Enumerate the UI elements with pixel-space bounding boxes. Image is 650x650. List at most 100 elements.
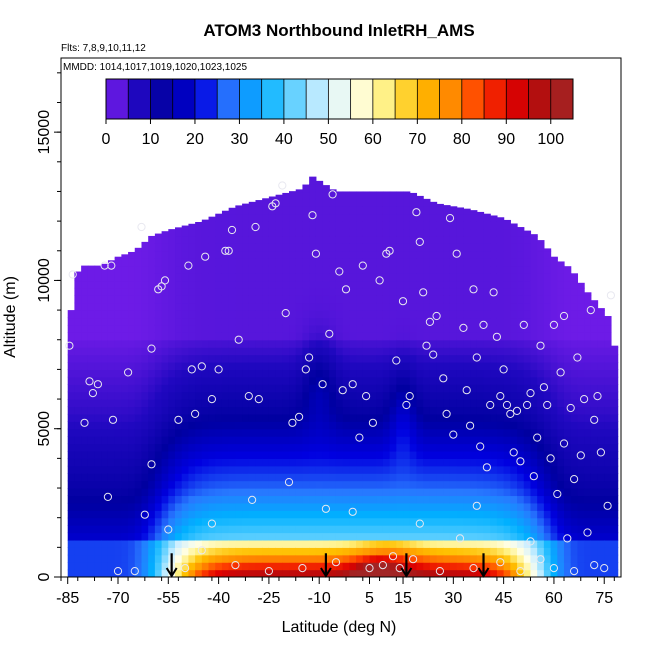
heatmap-cell bbox=[175, 488, 183, 497]
heatmap-cell bbox=[335, 258, 344, 267]
heatmap-cell bbox=[396, 273, 404, 282]
heatmap-cell bbox=[201, 525, 210, 534]
heatmap-cell bbox=[590, 517, 599, 526]
heatmap-cell bbox=[195, 361, 203, 370]
heatmap-cell bbox=[423, 547, 431, 556]
heatmap-cell bbox=[329, 554, 337, 563]
heatmap-cell bbox=[188, 517, 196, 526]
heatmap-cell bbox=[356, 339, 364, 348]
heatmap-cell bbox=[87, 554, 96, 563]
heatmap-cell bbox=[563, 465, 572, 474]
heatmap-cell bbox=[543, 436, 552, 445]
heatmap-cell bbox=[517, 317, 525, 326]
heatmap-cell bbox=[215, 310, 223, 319]
heatmap-cell bbox=[590, 428, 599, 437]
heatmap-cell bbox=[295, 228, 304, 237]
heatmap-cell bbox=[604, 458, 612, 467]
heatmap-cell bbox=[517, 295, 525, 304]
heatmap-cell bbox=[87, 339, 96, 348]
heatmap-cell bbox=[148, 369, 156, 378]
heatmap-cell bbox=[496, 413, 505, 422]
sample-point bbox=[459, 323, 468, 332]
heatmap-cell bbox=[577, 391, 585, 400]
heatmap-cell bbox=[154, 310, 163, 319]
heatmap-cell bbox=[268, 354, 277, 363]
heatmap-cell bbox=[376, 428, 384, 437]
heatmap-cell bbox=[543, 421, 552, 430]
heatmap-cell bbox=[195, 569, 203, 577]
heatmap-cell bbox=[262, 413, 270, 422]
heatmap-cell bbox=[349, 413, 357, 422]
heatmap-cell bbox=[221, 569, 230, 577]
heatmap-cell bbox=[577, 517, 585, 526]
sample-point bbox=[472, 501, 481, 510]
heatmap-cell bbox=[584, 465, 592, 474]
heatmap-cell bbox=[335, 554, 344, 563]
heatmap-cell bbox=[221, 562, 230, 571]
heatmap-cell bbox=[94, 413, 102, 422]
heatmap-cell bbox=[228, 413, 236, 422]
heatmap-cell bbox=[483, 243, 491, 252]
heatmap-cell bbox=[470, 310, 478, 319]
heatmap-cell bbox=[208, 517, 216, 526]
heatmap-cell bbox=[563, 450, 572, 459]
heatmap-cell bbox=[201, 258, 210, 267]
heatmap-cell bbox=[114, 502, 122, 511]
heatmap-cell bbox=[530, 480, 538, 489]
heatmap-cell bbox=[503, 443, 511, 452]
heatmap-cell bbox=[74, 480, 82, 489]
heatmap-cell bbox=[530, 265, 538, 274]
heatmap-cell bbox=[181, 347, 190, 356]
heatmap-cell bbox=[268, 287, 277, 296]
heatmap-cell bbox=[315, 295, 324, 304]
heatmap-cell bbox=[496, 384, 505, 393]
heatmap-cell bbox=[255, 354, 263, 363]
heatmap-cell bbox=[282, 258, 290, 267]
heatmap-cell bbox=[409, 532, 418, 541]
heatmap-cell bbox=[537, 258, 545, 267]
heatmap-cell bbox=[530, 569, 538, 577]
heatmap-cell bbox=[436, 228, 444, 237]
heatmap-cell bbox=[342, 221, 350, 230]
heatmap-cell bbox=[195, 347, 203, 356]
heatmap-cell bbox=[356, 465, 364, 474]
heatmap-cell bbox=[342, 525, 350, 534]
heatmap-cell bbox=[577, 547, 585, 556]
heatmap-cell bbox=[362, 258, 371, 267]
heatmap-cell bbox=[289, 221, 297, 230]
heatmap-cell bbox=[476, 302, 485, 311]
heatmap-cell bbox=[443, 510, 451, 519]
heatmap-cell bbox=[543, 295, 552, 304]
heatmap-cell bbox=[175, 235, 183, 244]
heatmap-cell bbox=[262, 502, 270, 511]
heatmap-cell bbox=[382, 191, 391, 200]
heatmap-cell bbox=[175, 539, 183, 548]
heatmap-cell bbox=[349, 295, 357, 304]
heatmap-cell bbox=[175, 287, 183, 296]
heatmap-cell bbox=[295, 332, 304, 341]
heatmap-cell bbox=[74, 443, 82, 452]
heatmap-cell bbox=[490, 235, 498, 244]
heatmap-cell bbox=[335, 488, 344, 497]
heatmap-cell bbox=[101, 480, 109, 489]
heatmap-cell bbox=[228, 258, 236, 267]
heatmap-cell bbox=[503, 310, 511, 319]
heatmap-cell bbox=[315, 317, 324, 326]
heatmap-cell bbox=[107, 539, 116, 548]
heatmap-cell bbox=[604, 428, 612, 437]
heatmap-cell bbox=[275, 502, 283, 511]
heatmap-cell bbox=[329, 562, 337, 571]
colorbar-frame bbox=[105, 78, 574, 120]
heatmap-cell bbox=[309, 376, 317, 385]
heatmap-cell bbox=[423, 480, 431, 489]
heatmap-cell bbox=[295, 250, 304, 259]
heatmap-cell bbox=[81, 295, 89, 304]
heatmap-cell bbox=[248, 495, 257, 504]
heatmap-cell bbox=[356, 421, 364, 430]
heatmap-cell bbox=[181, 317, 190, 326]
heatmap-cell bbox=[114, 258, 122, 267]
heatmap-cell bbox=[74, 391, 82, 400]
heatmap-cell bbox=[255, 213, 263, 222]
heatmap-cell bbox=[181, 473, 190, 482]
heatmap-cell bbox=[443, 361, 451, 370]
